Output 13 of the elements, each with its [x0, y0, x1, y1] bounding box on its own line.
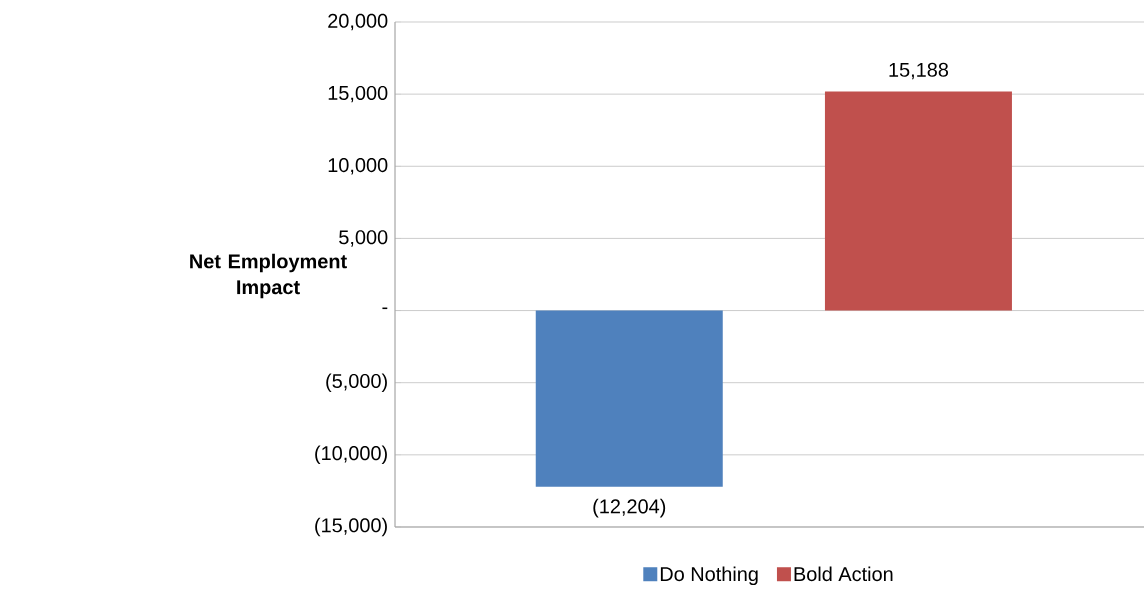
y-tick-label: 15,000 [328, 85, 388, 103]
y-tick-label: (15,000) [315, 517, 387, 537]
y-tick-label: 5,000 [339, 230, 388, 247]
y-tick-label: 10,000 [328, 158, 388, 175]
data-label: (12,204) [593, 498, 666, 518]
y-tick-label: 20,000 [328, 13, 388, 31]
y-tick-label: - [382, 307, 388, 310]
legend-label: Do Nothing [660, 566, 758, 586]
legend-label: Bold Action [794, 566, 893, 582]
y-tick-label: (5,000) [326, 373, 387, 392]
y-axis-title: Net Employment Impact [190, 253, 347, 299]
data-label: 15,188 [889, 62, 949, 80]
y-tick-label: (10,000) [315, 445, 387, 465]
